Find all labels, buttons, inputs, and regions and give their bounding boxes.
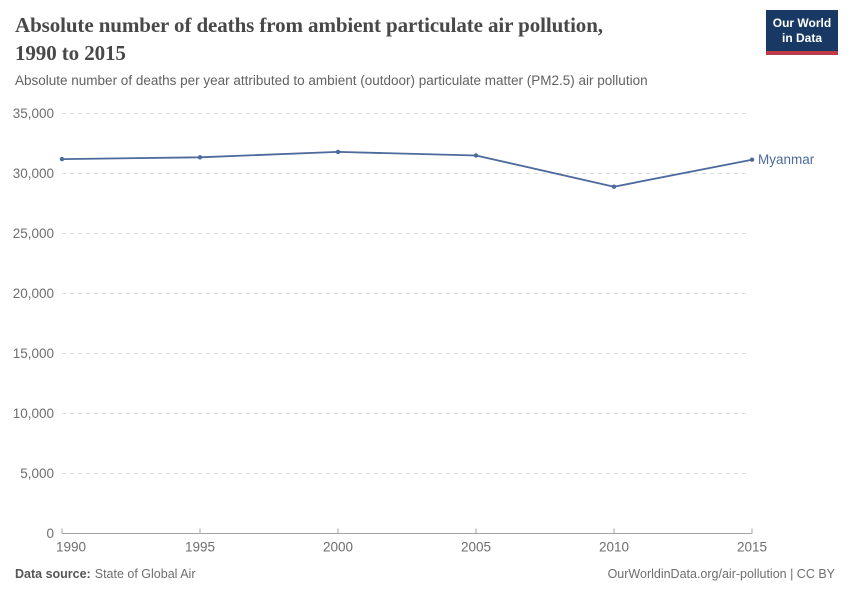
data-point-marker[interactable] — [335, 149, 341, 155]
x-axis-tick-label: 2015 — [737, 540, 767, 555]
data-point-marker[interactable] — [611, 184, 617, 189]
x-axis-tick-label: 2000 — [323, 540, 353, 555]
license-link[interactable]: OurWorldinData.org/air-pollution | CC BY — [607, 567, 835, 581]
y-axis-tick-label: 30,000 — [13, 166, 54, 181]
y-axis-tick-label: 20,000 — [13, 286, 54, 301]
x-axis-tick-label: 2010 — [599, 540, 629, 555]
chart-footer: Data source: State of Global Air OurWorld… — [15, 567, 835, 581]
data-point-marker[interactable] — [197, 155, 203, 160]
y-axis-tick-label: 35,000 — [13, 106, 54, 121]
page-title-line-2: 1990 to 2015 — [15, 40, 126, 65]
owid-logo[interactable]: Our World in Data — [766, 10, 838, 55]
data-source-label: Data source: — [15, 567, 91, 581]
data-point-marker[interactable] — [473, 153, 479, 158]
owid-logo-line-2: in Data — [781, 31, 822, 45]
data-source: Data source: State of Global Air — [15, 567, 196, 581]
y-axis-tick-label: 0 — [46, 526, 54, 541]
y-axis-tick-label: 25,000 — [13, 226, 54, 241]
owid-logo-line-1: Our World — [772, 16, 832, 30]
y-axis-tick-label: 10,000 — [13, 406, 54, 421]
y-axis-tick-label: 15,000 — [13, 346, 54, 361]
data-point-marker[interactable] — [749, 157, 755, 162]
data-point-marker[interactable] — [59, 156, 65, 162]
data-source-value: State of Global Air — [94, 567, 196, 581]
page-title: Absolute number of deaths from ambient p… — [15, 12, 603, 68]
x-axis-tick-label: 1990 — [56, 540, 86, 555]
page-title-line-1: Absolute number of deaths from ambient p… — [15, 13, 603, 37]
chart-subtitle: Absolute number of deaths per year attri… — [15, 73, 648, 88]
x-axis-tick-label: 1995 — [185, 540, 215, 555]
x-axis-tick-label: 2005 — [461, 540, 491, 555]
series-label-myanmar[interactable]: Myanmar — [758, 152, 815, 167]
series-line-myanmar[interactable] — [61, 150, 753, 188]
y-axis-tick-label: 5,000 — [20, 466, 54, 481]
